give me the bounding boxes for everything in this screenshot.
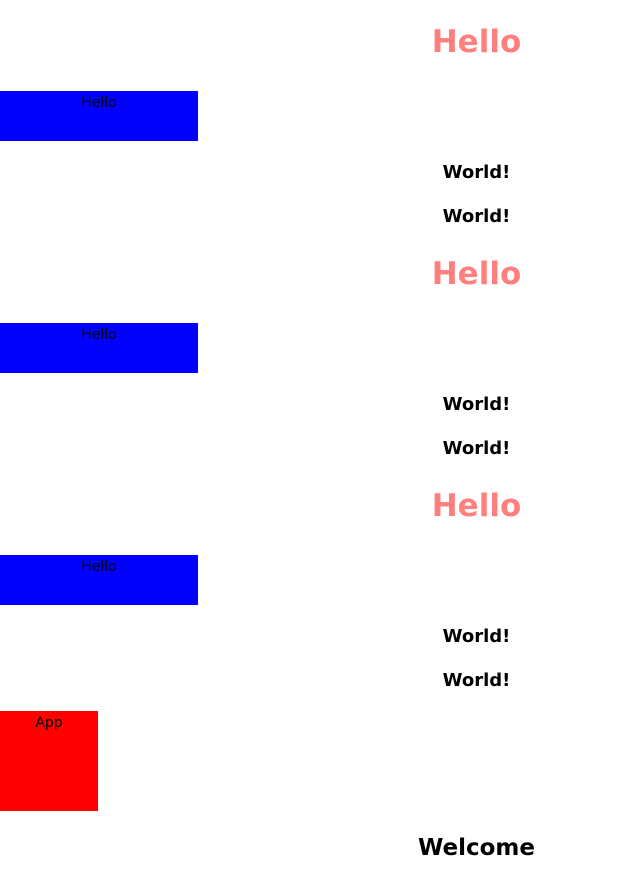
section-3-line-2: World!: [442, 670, 511, 691]
app-box: App: [0, 711, 98, 811]
section-2-line-1: World!: [442, 394, 511, 415]
section-3-line-1: World!: [442, 626, 511, 647]
section-1-heading: Hello: [431, 24, 522, 60]
section-1-line-2: World!: [442, 206, 511, 227]
welcome-heading: Welcome: [417, 835, 536, 861]
section-2-line-2: World!: [442, 438, 511, 459]
section-3-heading: Hello: [431, 488, 522, 524]
section-1-box: Hello: [0, 91, 198, 141]
section-2-box: Hello: [0, 323, 198, 373]
section-3-box: Hello: [0, 555, 198, 605]
section-2-heading: Hello: [431, 256, 522, 292]
section-1-line-1: World!: [442, 162, 511, 183]
